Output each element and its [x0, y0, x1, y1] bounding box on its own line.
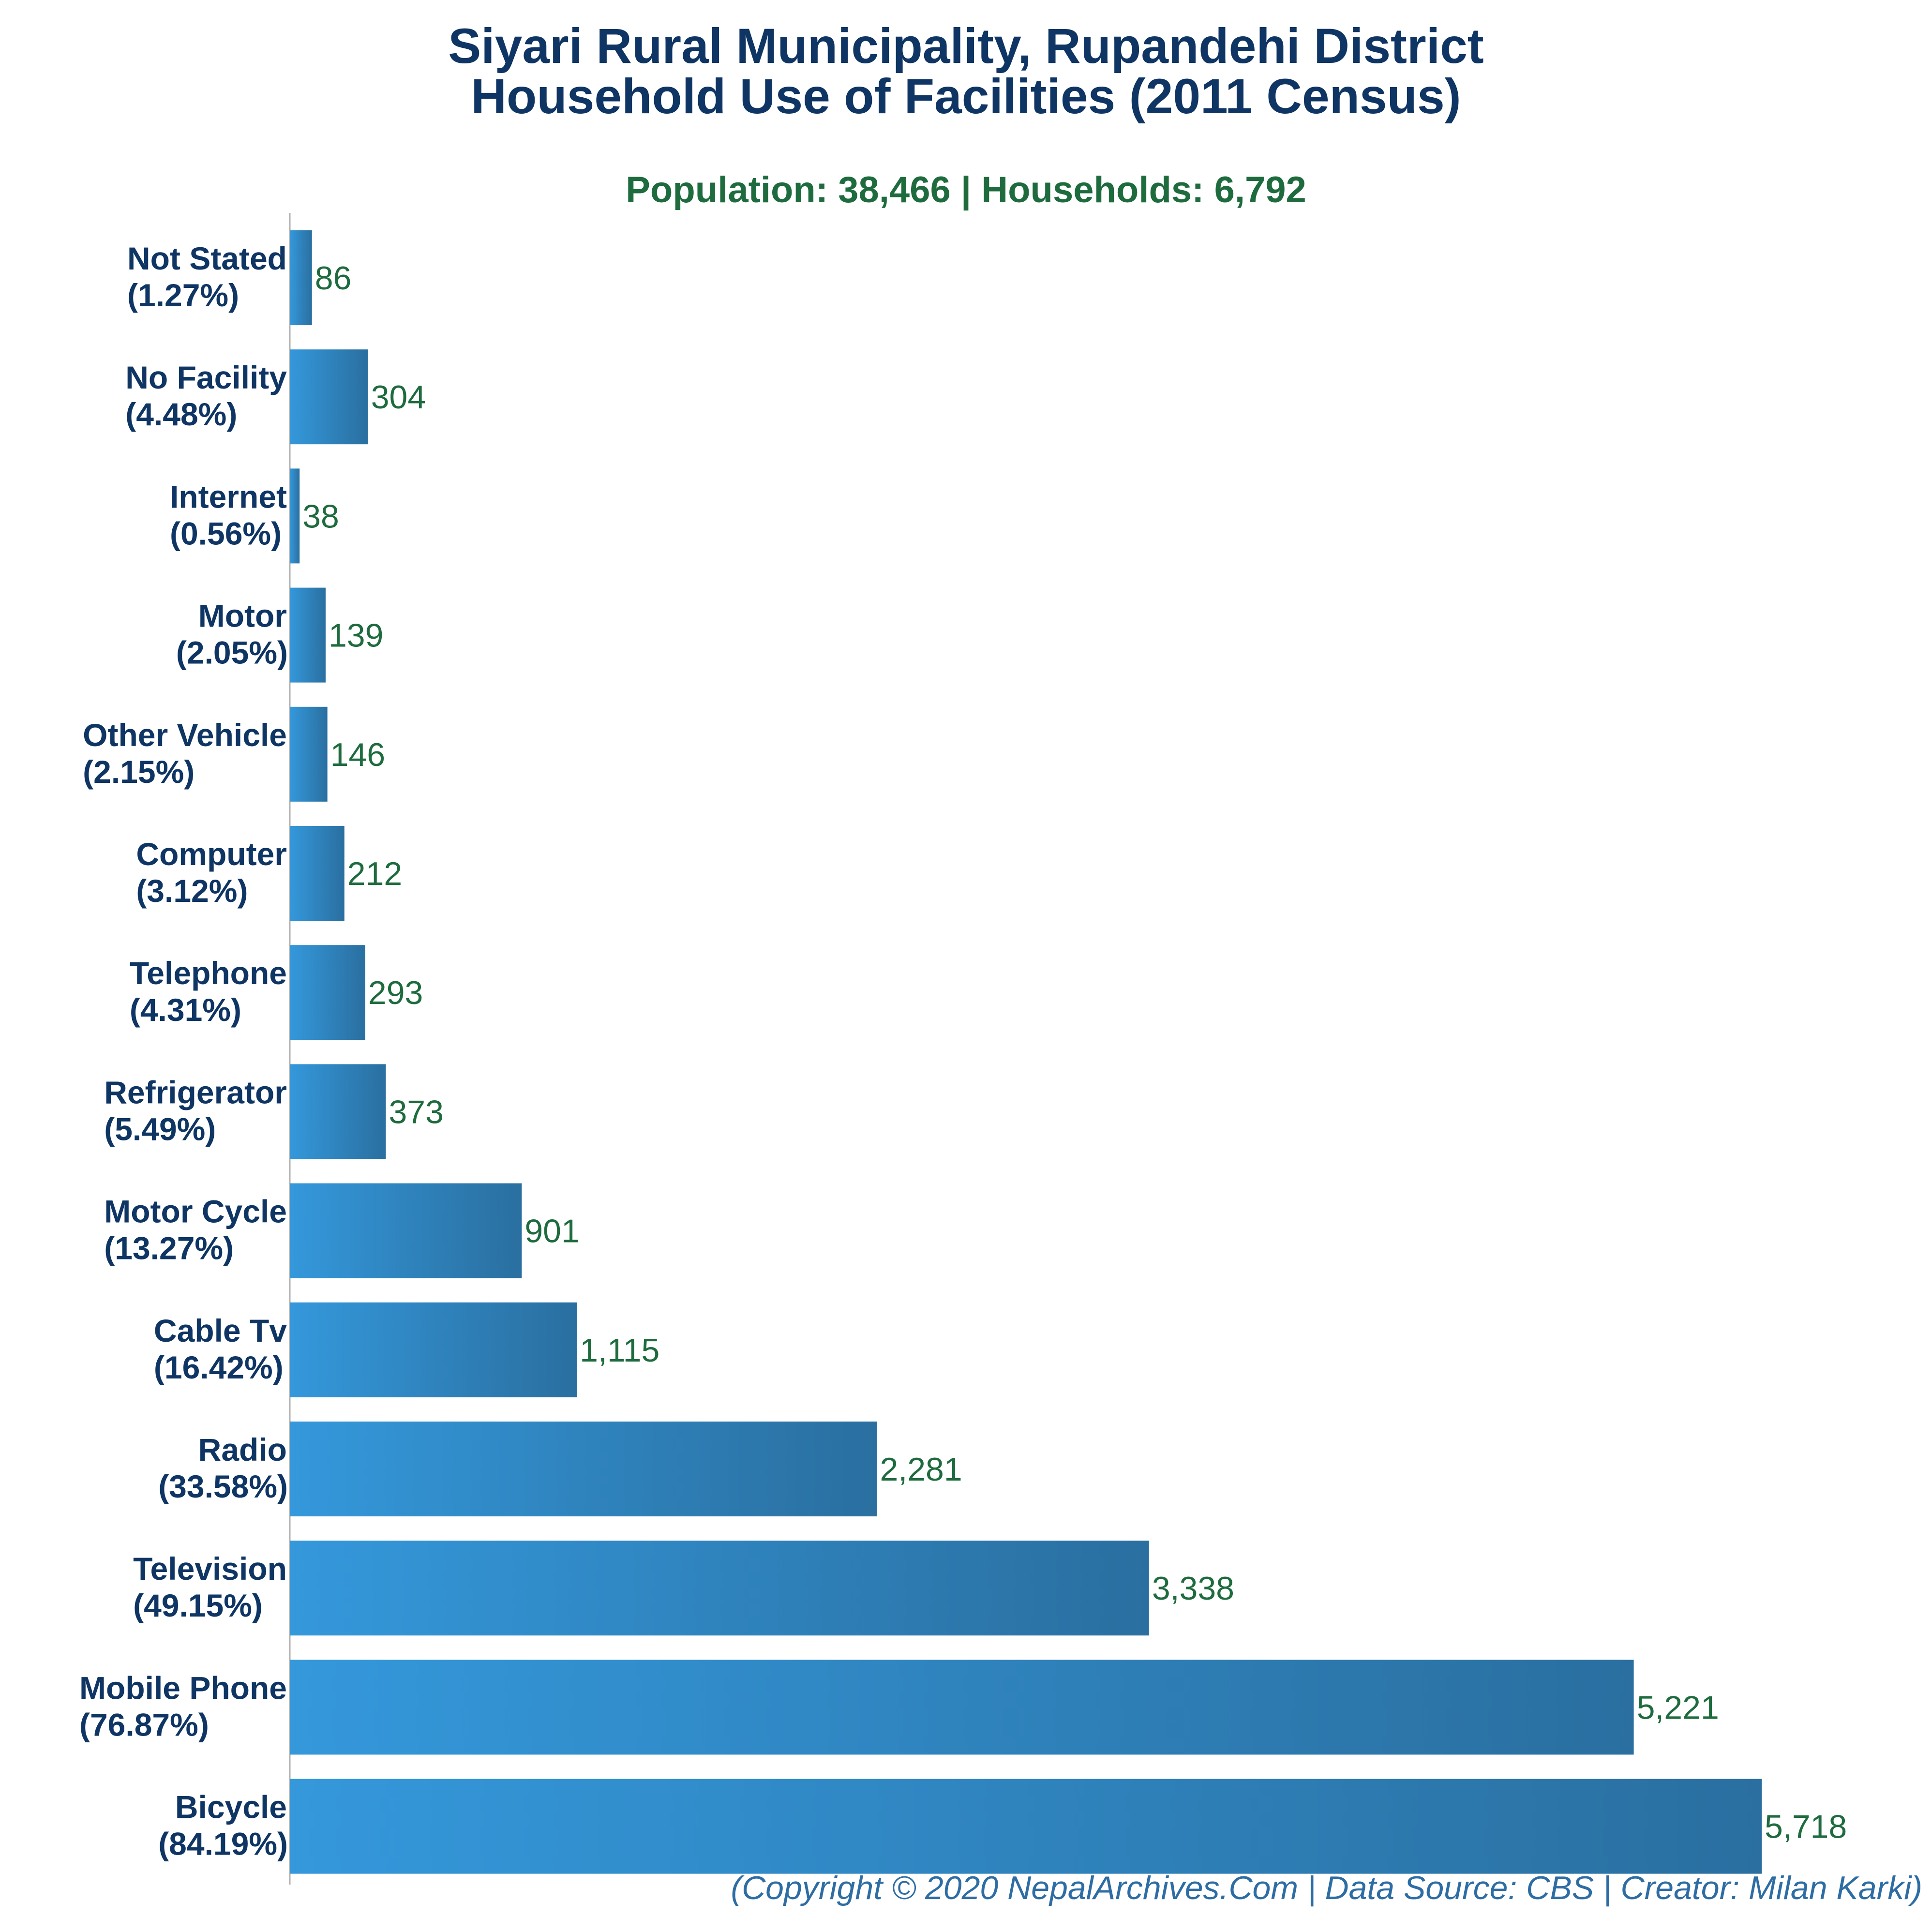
category-labels-group: Not Stated(1.27%) No Facility(4.48%) Inter… — [79, 240, 288, 1862]
category-label-internet: Internet — [170, 479, 287, 514]
value-label-no-facility: 304 — [371, 379, 426, 416]
value-label-motor-cycle: 901 — [524, 1213, 579, 1250]
percent-label-cable-tv: (16.42%) — [154, 1349, 284, 1385]
bar-no-facility — [290, 349, 368, 445]
category-label-computer: Computer — [136, 836, 287, 872]
category-label-not-stated: Not Stated — [127, 240, 287, 276]
bar-refrigerator — [290, 1064, 386, 1159]
value-label-internet: 38 — [302, 498, 339, 535]
percent-label-mobile-phone: (76.87%) — [79, 1707, 209, 1742]
category-label-mobile-phone: Mobile Phone — [79, 1670, 287, 1706]
chart-title-line-1: Siyari Rural Municipality, Rupandehi Dis… — [448, 18, 1484, 74]
bar-mobile-phone — [290, 1660, 1634, 1755]
category-label-refrigerator: Refrigerator — [104, 1074, 287, 1110]
copyright-footer: (Copyright © 2020 NepalArchives.Com | Da… — [731, 1870, 1922, 1906]
percent-label-television: (49.15%) — [133, 1588, 263, 1623]
category-label-motor-cycle: Motor Cycle — [104, 1194, 287, 1229]
percent-label-refrigerator: (5.49%) — [104, 1111, 216, 1147]
value-label-not-stated: 86 — [315, 260, 352, 297]
category-label-no-facility: No Facility — [125, 359, 287, 395]
percent-label-telephone: (4.31%) — [130, 992, 241, 1028]
bars-group — [290, 230, 1762, 1874]
bar-other-vehicle — [290, 706, 328, 802]
value-label-motor: 139 — [329, 617, 383, 654]
bar-cable-tv — [290, 1302, 577, 1397]
category-label-motor: Motor — [198, 598, 287, 634]
category-label-other-vehicle: Other Vehicle — [83, 717, 287, 753]
percent-label-radio: (33.58%) — [158, 1468, 288, 1504]
percent-label-other-vehicle: (2.15%) — [83, 754, 195, 790]
percent-label-bicycle: (84.19%) — [158, 1826, 288, 1862]
category-label-bicycle: Bicycle — [175, 1789, 287, 1825]
value-label-telephone: 293 — [368, 974, 423, 1011]
value-label-bicycle: 5,718 — [1765, 1809, 1847, 1845]
bar-not-stated — [290, 230, 312, 325]
bar-bicycle — [290, 1779, 1762, 1874]
bar-computer — [290, 826, 344, 921]
percent-label-internet: (0.56%) — [170, 515, 282, 551]
value-label-cable-tv: 1,115 — [580, 1332, 659, 1369]
chart-title-line-2: Household Use of Facilities (2011 Census… — [471, 69, 1461, 124]
category-label-radio: Radio — [198, 1432, 287, 1468]
category-label-television: Television — [133, 1551, 287, 1587]
value-label-television: 3,338 — [1152, 1570, 1234, 1607]
bar-radio — [290, 1422, 877, 1516]
chart-subtitle: Population: 38,466 | Households: 6,792 — [626, 169, 1306, 210]
value-label-other-vehicle: 146 — [330, 736, 385, 773]
percent-label-motor: (2.05%) — [176, 635, 288, 671]
percent-label-motor-cycle: (13.27%) — [104, 1230, 234, 1266]
category-label-telephone: Telephone — [130, 955, 287, 991]
value-labels-group: 86 304 38 139 146 212 293 373 901 1,115 2,281 3,338… — [302, 260, 1847, 1845]
value-label-mobile-phone: 5,221 — [1637, 1689, 1719, 1726]
percent-label-no-facility: (4.48%) — [125, 396, 237, 432]
value-label-refrigerator: 373 — [389, 1093, 443, 1130]
bar-telephone — [290, 945, 365, 1040]
value-label-computer: 212 — [347, 855, 402, 892]
percent-label-not-stated: (1.27%) — [127, 277, 239, 313]
value-label-radio: 2,281 — [880, 1451, 962, 1488]
bar-television — [290, 1541, 1149, 1636]
category-label-cable-tv: Cable Tv — [154, 1313, 287, 1348]
bar-internet — [290, 468, 300, 564]
bar-motor-cycle — [290, 1183, 522, 1278]
percent-label-computer: (3.12%) — [136, 873, 248, 909]
bar-motor — [290, 587, 326, 683]
